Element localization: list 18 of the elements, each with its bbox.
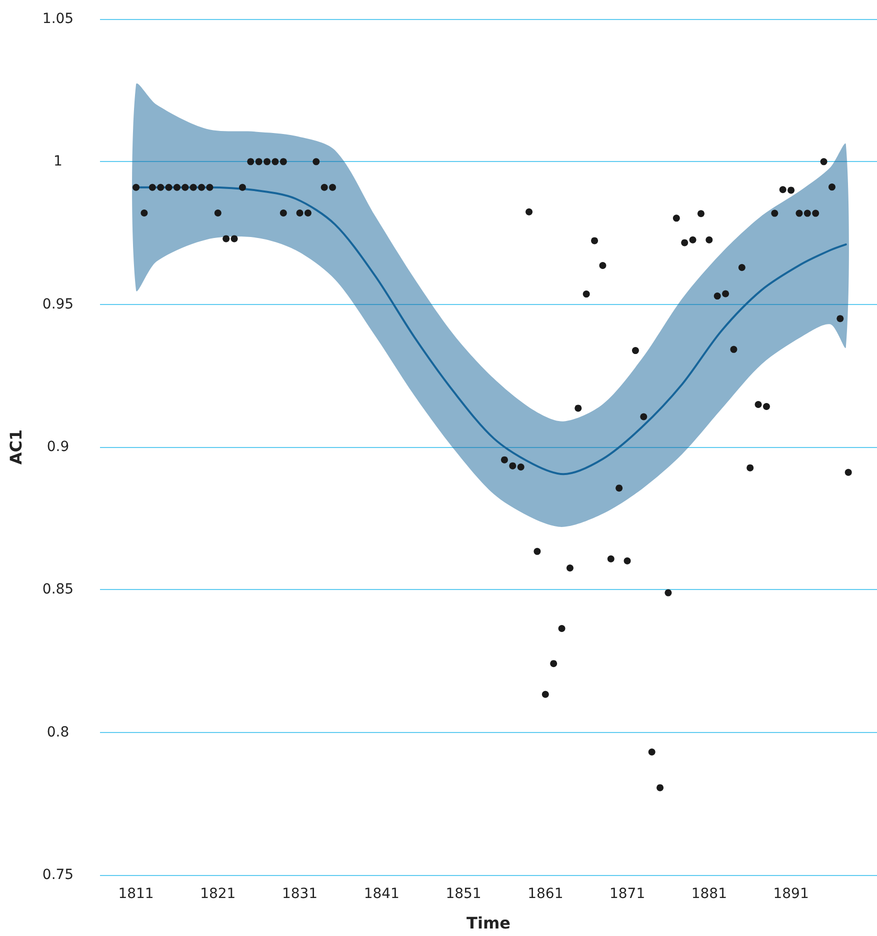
y-tick-label: 0.75 xyxy=(42,867,74,883)
x-tick-label: 1811 xyxy=(118,886,154,902)
x-tick-label: 1871 xyxy=(609,886,646,902)
y-tick-label: 0.9 xyxy=(46,439,70,455)
x-tick-label: 1821 xyxy=(200,886,236,902)
y-tick-label: 0.85 xyxy=(42,582,74,598)
x-axis-title: Time xyxy=(466,914,511,932)
x-tick-label: 1891 xyxy=(773,886,809,902)
y-tick-label: 0.8 xyxy=(46,724,70,740)
x-tick-label: 1841 xyxy=(364,886,400,902)
x-tick-label: 1831 xyxy=(282,886,318,902)
y-tick-label: 1 xyxy=(54,154,62,170)
x-tick-label: 1881 xyxy=(691,886,727,902)
y-tick-label: 1.05 xyxy=(42,11,74,27)
y-axis-title: AC1 xyxy=(6,429,26,465)
y-tick-label: 0.95 xyxy=(42,296,74,312)
x-tick-label: 1861 xyxy=(528,886,564,902)
x-tick-label: 1851 xyxy=(446,886,482,902)
